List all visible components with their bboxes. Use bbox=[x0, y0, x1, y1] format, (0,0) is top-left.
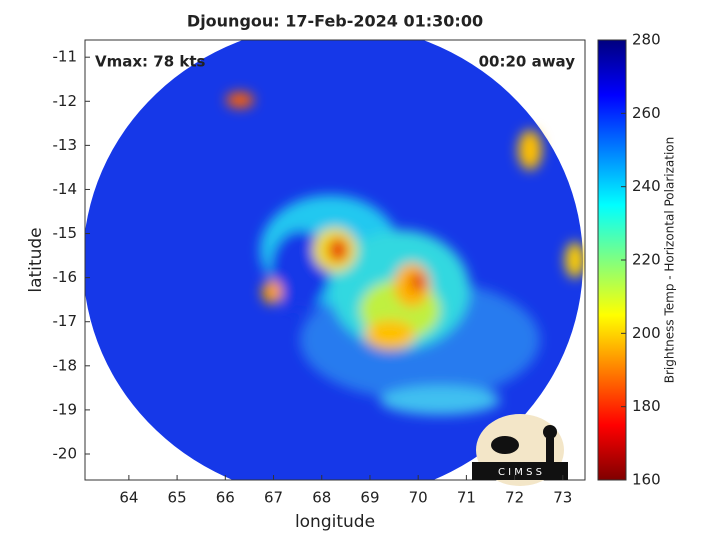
y-tick-label: -18 bbox=[53, 356, 78, 374]
x-tick-label: 73 bbox=[553, 489, 572, 507]
logo-text: C I M S S bbox=[498, 467, 542, 478]
y-tick-label: -16 bbox=[53, 268, 78, 286]
x-tick-label: 71 bbox=[457, 489, 476, 507]
x-tick-label: 66 bbox=[216, 489, 235, 507]
image bbox=[85, 40, 585, 480]
y-tick-label: -19 bbox=[53, 400, 78, 418]
y-tick-label: -13 bbox=[53, 136, 78, 154]
x-tick-label: 64 bbox=[119, 489, 138, 507]
y-axis-label: latitude bbox=[26, 227, 46, 292]
colorbar-tick-label: 200 bbox=[632, 324, 661, 342]
x-tick-label: 70 bbox=[409, 489, 428, 507]
logo: C I M S S bbox=[472, 414, 568, 486]
chart-title: Djoungou: 17-Feb-2024 01:30:00 bbox=[187, 12, 483, 31]
colorbar-tick-label: 280 bbox=[632, 31, 661, 49]
plot-frame bbox=[84, 39, 586, 481]
colorbar-label: Brightness Temp - Horizontal Polarizatio… bbox=[663, 137, 677, 384]
x-axis-label: longitude bbox=[295, 512, 375, 532]
annotation: 00:20 away bbox=[479, 53, 576, 71]
x-tick-label: 72 bbox=[505, 489, 524, 507]
y-tick-label: -17 bbox=[53, 312, 78, 330]
colorbar-tick-label: 220 bbox=[632, 251, 661, 269]
colorbar-tick-label: 240 bbox=[632, 177, 661, 195]
annotation: Vmax: 78 kts bbox=[95, 53, 205, 71]
x-tick-label: 67 bbox=[264, 489, 283, 507]
y-tick-label: -14 bbox=[53, 180, 78, 198]
y-tick-label: -12 bbox=[53, 92, 78, 110]
y-tick-label: -15 bbox=[53, 224, 78, 242]
x-tick-label: 68 bbox=[312, 489, 331, 507]
colorbar-tick-label: 180 bbox=[632, 397, 661, 415]
colorbar-tick-label: 260 bbox=[632, 104, 661, 122]
colorbar-tick-label: 160 bbox=[632, 471, 661, 489]
x-tick-label: 65 bbox=[168, 489, 187, 507]
y-tick-label: -11 bbox=[53, 48, 78, 66]
x-tick-label: 69 bbox=[360, 489, 379, 507]
y-tick-label: -20 bbox=[53, 444, 78, 462]
